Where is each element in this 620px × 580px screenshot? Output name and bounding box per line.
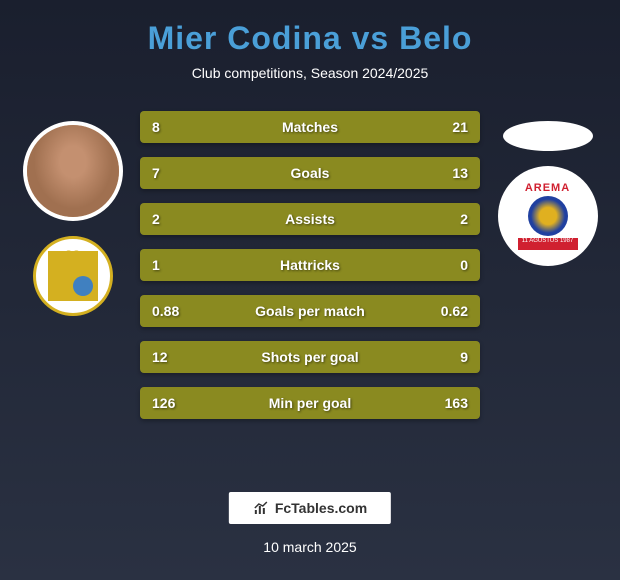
- stat-value-right: 0: [460, 257, 468, 273]
- stat-value-left: 1: [152, 257, 160, 273]
- stat-value-right: 0.62: [441, 303, 468, 319]
- stat-label: Shots per goal: [261, 349, 358, 365]
- footer: FcTables.com 10 march 2025: [229, 492, 391, 555]
- stat-label: Goals per match: [255, 303, 365, 319]
- stat-bar: 12 Shots per goal 9: [140, 341, 480, 373]
- stat-value-left: 0.88: [152, 303, 179, 319]
- stat-value-right: 13: [452, 165, 468, 181]
- stat-value-right: 9: [460, 349, 468, 365]
- stat-value-right: 163: [445, 395, 468, 411]
- stats-column: 8Matches217Goals132Assists21Hattricks00.…: [135, 111, 485, 419]
- stat-label: Min per goal: [269, 395, 351, 411]
- badge-arema-text: AREMA: [525, 182, 570, 194]
- club-left-badge: 88: [33, 236, 113, 316]
- player-left-photo: [23, 121, 123, 221]
- stat-bar: 0.88 Goals per match 0.62: [140, 295, 480, 327]
- stat-label: Hattricks: [280, 257, 340, 273]
- stat-bar: 7 Goals 13: [140, 157, 480, 189]
- footer-logo-box: FcTables.com: [229, 492, 391, 524]
- stat-bar: 126 Min per goal 163: [140, 387, 480, 419]
- badge-inner-shape: [48, 251, 98, 301]
- footer-logo-text: FcTables.com: [275, 500, 367, 516]
- stat-value-left: 2: [152, 211, 160, 227]
- main-container: Mier Codina vs Belo Club competitions, S…: [0, 0, 620, 580]
- page-subtitle: Club competitions, Season 2024/2025: [0, 65, 620, 81]
- stat-label: Assists: [285, 211, 335, 227]
- footer-date: 10 march 2025: [263, 539, 356, 555]
- stat-value-right: 2: [460, 211, 468, 227]
- badge-banner: 11 AGUSTUS 1987: [518, 238, 578, 250]
- stat-value-left: 126: [152, 395, 175, 411]
- stat-bar: 8 Matches 21: [140, 111, 480, 143]
- comparison-area: 88 8Matches217Goals132Assists21Hattricks…: [0, 111, 620, 419]
- stat-label: Matches: [282, 119, 338, 135]
- player-right-column: AREMA 11 AGUSTUS 1987: [485, 111, 610, 266]
- badge-lion-icon: [528, 196, 568, 236]
- stat-value-right: 21: [452, 119, 468, 135]
- player-left-column: 88: [10, 111, 135, 316]
- stat-value-left: 7: [152, 165, 160, 181]
- stat-bar: 1 Hattricks 0: [140, 249, 480, 281]
- badge-ball-icon: [73, 276, 93, 296]
- page-title: Mier Codina vs Belo: [0, 20, 620, 57]
- stat-value-left: 8: [152, 119, 160, 135]
- stat-value-left: 12: [152, 349, 168, 365]
- player-face-placeholder: [27, 125, 119, 217]
- stat-label: Goals: [291, 165, 330, 181]
- club-right-badge: AREMA 11 AGUSTUS 1987: [498, 166, 598, 266]
- player-right-placeholder: [503, 121, 593, 151]
- chart-icon: [253, 500, 269, 516]
- stat-bar: 2 Assists 2: [140, 203, 480, 235]
